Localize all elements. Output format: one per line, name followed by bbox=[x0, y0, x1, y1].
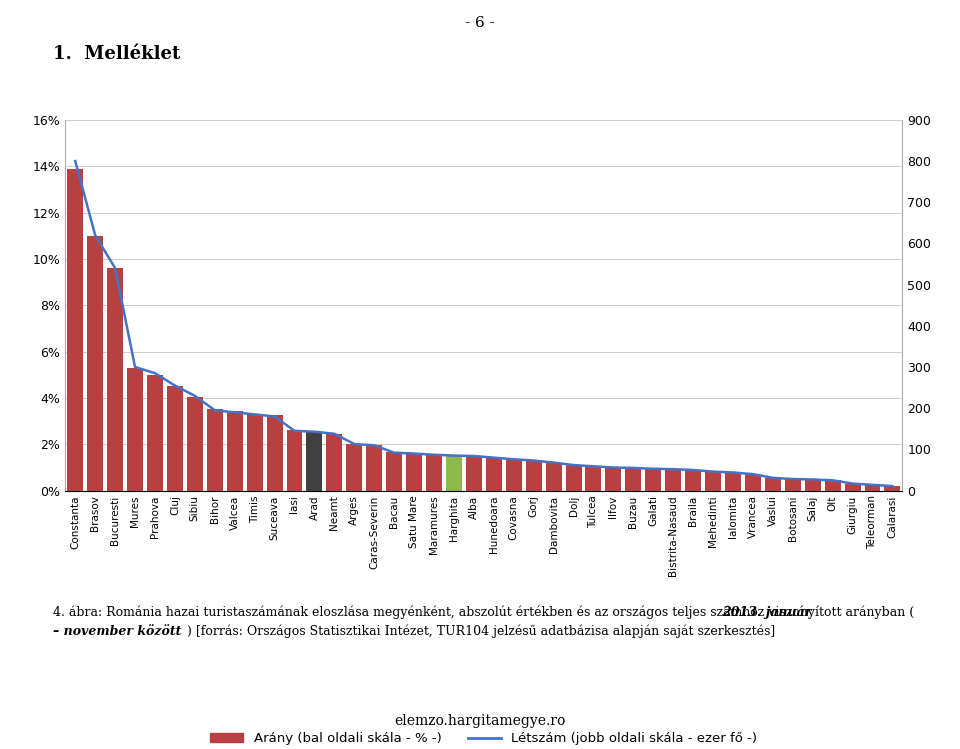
Legend: Arány (bal oldali skála - % -), Létszám (jobb oldali skála - ezer fő -): Arány (bal oldali skála - % -), Létszám … bbox=[204, 727, 763, 749]
Bar bbox=[108, 268, 123, 491]
Bar bbox=[665, 470, 682, 491]
Bar bbox=[326, 434, 343, 491]
Bar bbox=[267, 415, 282, 491]
Bar bbox=[685, 470, 701, 491]
Text: ) [forrás: Országos Statisztikai Intézet, TUR104 jelzésű adatbázisa alapján sajá: ) [forrás: Országos Statisztikai Intézet… bbox=[187, 625, 776, 638]
Bar bbox=[187, 397, 203, 491]
Bar bbox=[625, 468, 641, 491]
Bar bbox=[705, 472, 721, 491]
Bar bbox=[645, 469, 661, 491]
Bar bbox=[167, 386, 182, 491]
Bar bbox=[526, 461, 541, 491]
Bar bbox=[67, 169, 84, 491]
Text: 1.  Melléklet: 1. Melléklet bbox=[53, 45, 180, 63]
Bar bbox=[745, 474, 761, 491]
Bar bbox=[785, 479, 801, 491]
Bar bbox=[865, 485, 880, 491]
Bar bbox=[486, 458, 502, 491]
Bar bbox=[565, 465, 582, 491]
Bar bbox=[506, 459, 521, 491]
Bar bbox=[147, 374, 163, 491]
Bar bbox=[446, 456, 462, 491]
Bar bbox=[804, 479, 821, 491]
Bar bbox=[725, 473, 741, 491]
Bar bbox=[127, 368, 143, 491]
Bar bbox=[825, 480, 841, 491]
Bar bbox=[367, 446, 382, 491]
Bar bbox=[406, 454, 422, 491]
Text: 4. ábra: Románia hazai turistaszámának eloszlása megyénként, abszolút értékben é: 4. ábra: Románia hazai turistaszámának e… bbox=[53, 605, 914, 619]
Text: – november között: – november között bbox=[53, 625, 181, 637]
Bar bbox=[586, 467, 601, 491]
Bar bbox=[386, 452, 402, 491]
Bar bbox=[286, 431, 302, 491]
Bar bbox=[227, 410, 243, 491]
Text: 2013. január: 2013. január bbox=[722, 605, 811, 619]
Bar bbox=[545, 463, 562, 491]
Bar bbox=[845, 484, 860, 491]
Bar bbox=[87, 236, 103, 491]
Bar bbox=[606, 467, 621, 491]
Bar bbox=[247, 414, 263, 491]
Bar bbox=[884, 486, 900, 491]
Bar bbox=[347, 444, 362, 491]
Bar bbox=[765, 478, 780, 491]
Bar bbox=[206, 410, 223, 491]
Text: elemzo.hargitamegye.ro: elemzo.hargitamegye.ro bbox=[395, 714, 565, 728]
Bar bbox=[426, 455, 442, 491]
Bar bbox=[306, 431, 323, 491]
Text: - 6 -: - 6 - bbox=[466, 16, 494, 31]
Bar bbox=[466, 456, 482, 491]
